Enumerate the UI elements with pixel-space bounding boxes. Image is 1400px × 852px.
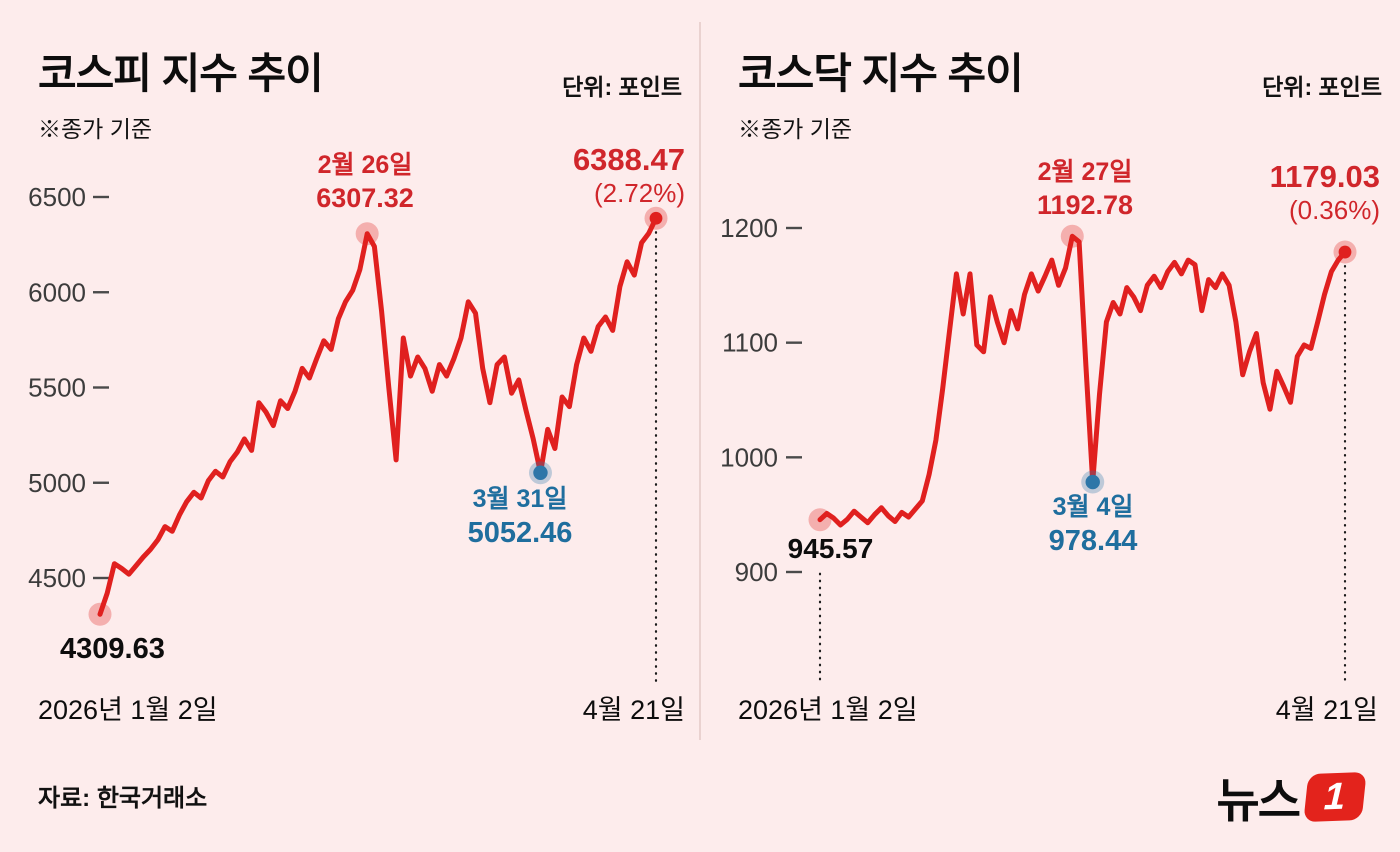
y-tick-label: 1200 [720, 213, 778, 243]
kospi-end-percent: (2.72%) [593, 178, 685, 209]
end-marker [1338, 245, 1352, 259]
y-tick-label: 1100 [722, 328, 778, 358]
panel-divider [699, 22, 701, 740]
y-tick-label: 6500 [28, 182, 86, 212]
y-tick-label: 1000 [720, 442, 778, 472]
news1-logo-digit: 1 [1323, 774, 1347, 818]
kospi-end-annotation: 6388.47 (2.72%) [573, 141, 685, 209]
news1-logo-badge: 1 [1303, 771, 1367, 822]
kosdaq-peak-date: 2월 27일 [1037, 158, 1133, 186]
kosdaq-chart-panel: 1200 1100 1000 900 코스닥 지수 추이 단위: 포인트 ※종가 기준… [700, 0, 1400, 760]
kosdaq-low-date: 3월 4일 [1052, 493, 1134, 521]
kospi-xaxis-end-label: 4월 21일 [582, 695, 685, 725]
kospi-low-value: 5052.46 [467, 517, 573, 550]
kospi-peak-value: 6307.32 [316, 183, 414, 213]
y-tick-label: 900 [735, 557, 778, 587]
kosdaq-xaxis-start-label: 2026년 1월 2일 [738, 695, 918, 725]
peak-marker-halo [355, 222, 379, 246]
kosdaq-xaxis-end-label: 4월 21일 [1275, 695, 1378, 725]
kospi-chart-panel: 6500 6000 5500 5000 4500 코스피 지수 추이 단위: 포인트 ※… [0, 0, 700, 760]
kospi-unit-label: 단위: 포인트 [562, 74, 682, 100]
kospi-title: 코스피 지수 추이 [38, 50, 324, 97]
y-tick-label: 5500 [28, 373, 86, 403]
kosdaq-note: ※종가 기준 [738, 116, 853, 142]
y-tick-label: 5000 [28, 468, 86, 498]
kosdaq-title: 코스닥 지수 추이 [738, 50, 1024, 97]
news1-logo: 뉴스 1 [1216, 762, 1367, 831]
kospi-low-annotation: 3월 31일 5052.46 [425, 484, 615, 552]
kosdaq-chart-svg: 1200 1100 1000 900 [720, 213, 1357, 684]
kospi-peak-annotation: 2월 26일 6307.32 [270, 149, 460, 216]
peak-marker-halo [1060, 224, 1084, 248]
footer: 자료: 한국거래소 뉴스 1 [0, 758, 1400, 852]
kosdaq-start-value: 945.57 [787, 533, 874, 564]
y-tick-label: 6000 [28, 277, 86, 307]
kosdaq-end-percent: (0.36%) [1288, 195, 1380, 226]
kosdaq-end-value: 1179.03 [1269, 159, 1380, 194]
kospi-peak-date: 2월 26일 [317, 151, 413, 179]
source-label: 자료: 한국거래소 [38, 785, 208, 812]
kosdaq-peak-value: 1192.78 [1036, 190, 1134, 220]
news1-logo-text: 뉴스 [1216, 774, 1301, 827]
price-line [97, 215, 659, 617]
kospi-end-value: 6388.47 [572, 142, 685, 177]
price-line [817, 233, 1348, 528]
kosdaq-low-value: 978.44 [1048, 525, 1138, 558]
low-marker [1085, 474, 1100, 490]
kosdaq-peak-annotation: 2월 27일 1192.78 [990, 156, 1180, 223]
kospi-xaxis-start-label: 2026년 1월 2일 [38, 695, 218, 725]
kosdaq-unit-label: 단위: 포인트 [1262, 74, 1382, 100]
kospi-chart-svg: 6500 6000 5500 5000 4500 [28, 182, 668, 684]
y-tick-label: 4500 [28, 563, 86, 593]
kospi-low-date: 3월 31일 [472, 485, 568, 513]
low-marker [533, 465, 548, 480]
kosdaq-low-annotation: 3월 4일 978.44 [998, 492, 1188, 560]
end-marker [649, 211, 663, 225]
start-marker-halo [808, 508, 832, 532]
kosdaq-end-annotation: 1179.03 (0.36%) [1270, 158, 1380, 226]
start-marker-halo [88, 602, 112, 626]
kospi-note: ※종가 기준 [38, 116, 153, 142]
kospi-start-value: 4309.63 [60, 633, 165, 665]
